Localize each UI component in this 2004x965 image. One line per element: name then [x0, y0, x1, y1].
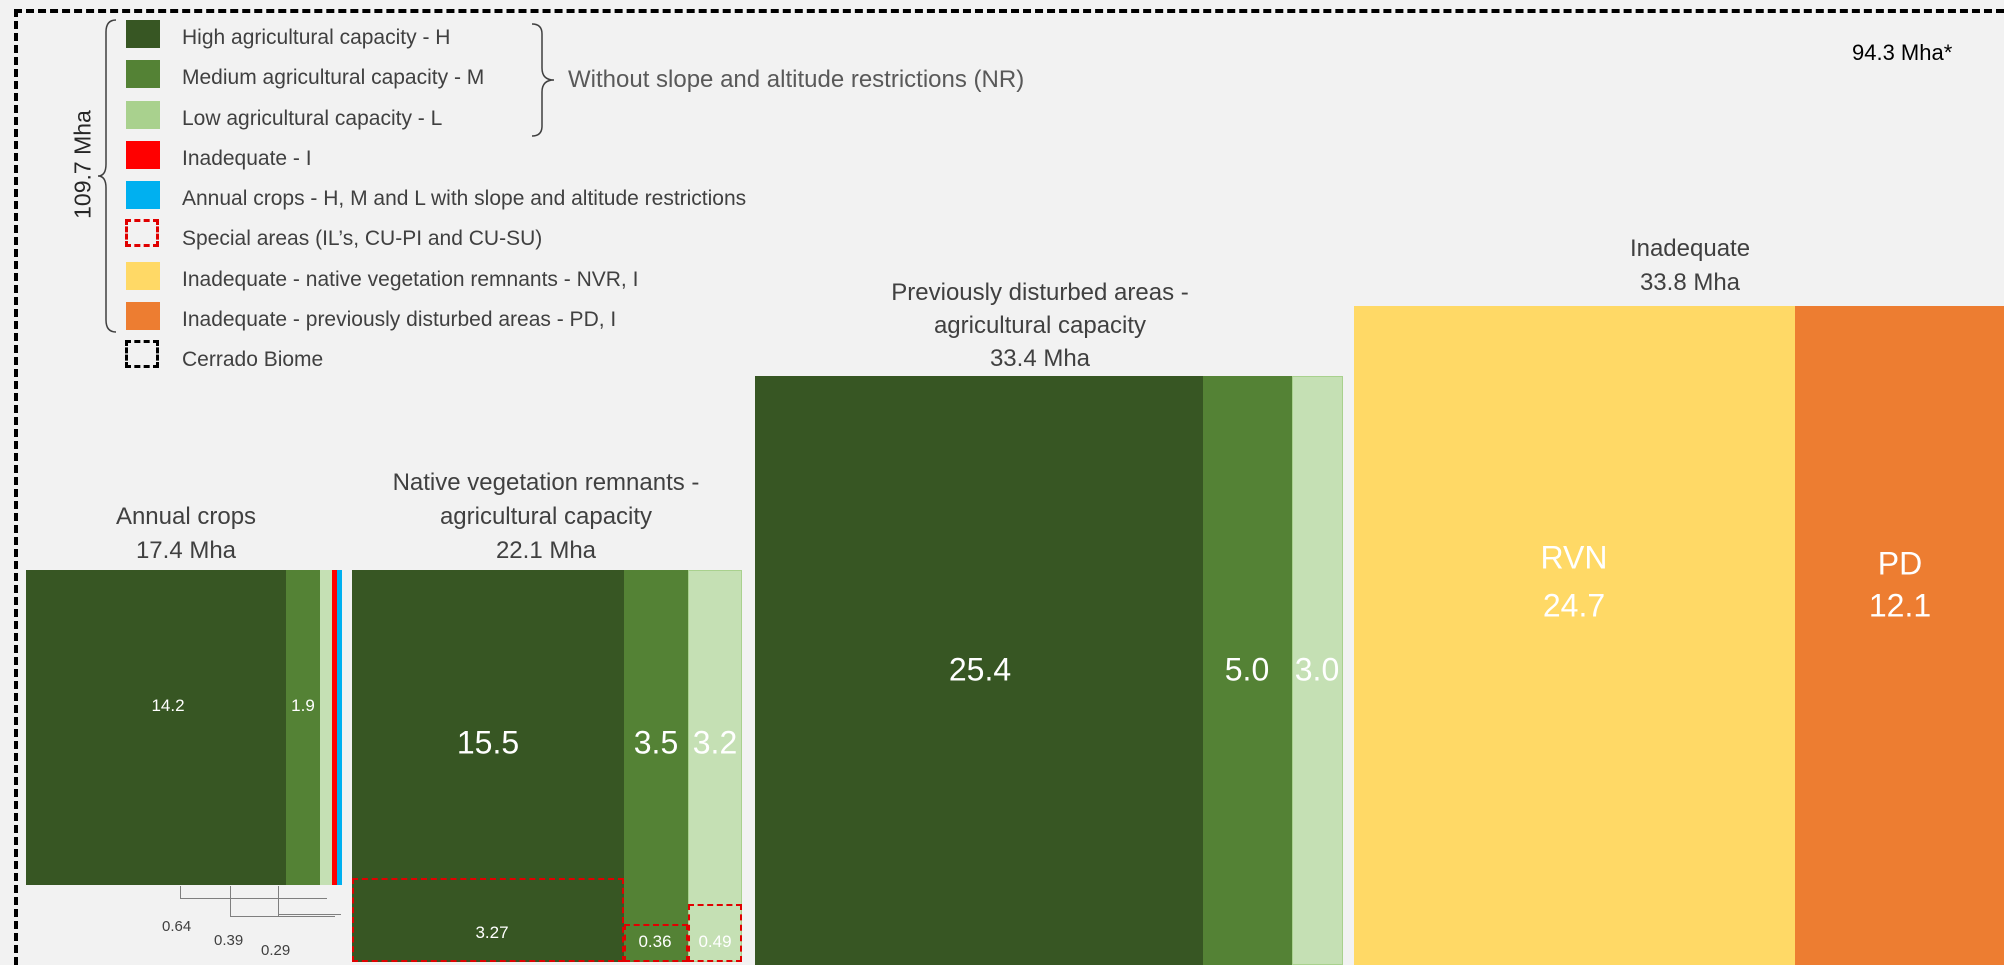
cerrado-biome-border-left: [14, 9, 18, 965]
annual-crops-restricted-block: [337, 570, 342, 885]
legend-item-label: Inadequate - previously disturbed areas …: [182, 308, 617, 331]
annual-crops-total: 17.4 Mha: [135, 537, 237, 564]
pd-low-block: [1292, 376, 1343, 965]
nvr-low-value: 3.2: [692, 724, 738, 761]
legend-item-label: Cerrado Biome: [182, 348, 324, 371]
annual-crops-small-value-1: 0.64: [162, 918, 192, 935]
cerrado-biome-border-top: [14, 9, 2004, 13]
leader-line: [180, 886, 327, 899]
annual-crops-medium-block: [286, 570, 320, 885]
annual-crops-small-value-2: 0.39: [214, 932, 244, 949]
nvr-special-area-low: [688, 904, 742, 962]
legend-item-label: Annual crops - H, M and L with slope and…: [182, 187, 747, 210]
inadequate-title: Inadequate: [1629, 235, 1751, 262]
pd-low-value: 3.0: [1294, 651, 1340, 688]
legend-item-label: Inadequate - I: [182, 147, 312, 170]
legend-swatch-inadequate: [126, 141, 160, 169]
nvr-low-block: [688, 570, 742, 962]
nvr-special-high-value: 3.27: [475, 923, 509, 942]
legend-swatch-pd-inadequate: [126, 302, 160, 330]
legend-swatch-cerrado-biome: [125, 340, 159, 368]
annual-crops-small-value-3: 0.29: [261, 942, 291, 959]
legend-total-brace: [97, 19, 117, 333]
inadequate-nvr-block: [1354, 306, 1795, 965]
pd-medium-value: 5.0: [1224, 651, 1270, 688]
nvr-special-low-value: 0.49: [698, 932, 732, 951]
annual-crops-medium-value: 1.9: [291, 696, 315, 715]
legend-swatch-special-areas: [125, 219, 159, 247]
annual-crops-inadequate-block: [332, 570, 337, 885]
annual-crops-title: Annual crops: [115, 503, 257, 530]
nvr-special-medium-value: 0.36: [638, 932, 672, 951]
legend-swatch-nvr-inadequate: [126, 262, 160, 290]
total-area-label: 94.3 Mha*: [1852, 40, 1953, 65]
leader-line: [230, 886, 335, 917]
pd-medium-block: [1203, 376, 1292, 965]
legend-item-label: Inadequate - native vegetation remnants …: [182, 268, 639, 291]
legend-swatch-low: [126, 101, 160, 129]
inadequate-nvr-value: 24.7: [1542, 587, 1606, 624]
annual-crops-high-value: 14.2: [151, 696, 185, 715]
nvr-high-value: 15.5: [456, 724, 520, 761]
nvr-medium-block: [624, 570, 688, 962]
pd-high-block: [755, 376, 1203, 965]
inadequate-pd-label: PD: [1877, 545, 1923, 582]
legend-item-label: Special areas (IL’s, CU-PI and CU-SU): [182, 227, 543, 250]
inadequate-nvr-label: RVN: [1540, 539, 1608, 576]
inadequate-total: 33.8 Mha: [1639, 269, 1741, 296]
nvr-medium-value: 3.5: [633, 724, 679, 761]
annual-crops-low-block: [320, 570, 332, 885]
legend-swatch-high: [126, 20, 160, 48]
legend-total-brace-label: 109.7 Mha: [69, 110, 96, 219]
legend-nr-brace: [531, 23, 555, 137]
legend-swatch-annual-restricted: [126, 181, 160, 209]
pd-high-value: 25.4: [948, 651, 1012, 688]
nvr-total: 22.1 Mha: [495, 537, 597, 564]
inadequate-pd-value: 12.1: [1868, 587, 1932, 624]
nvr-special-area-medium: [624, 924, 688, 962]
legend-nr-brace-label: Without slope and altitude restrictions …: [568, 66, 1025, 93]
nvr-special-area-high: [352, 878, 624, 962]
legend-swatch-medium: [126, 60, 160, 88]
legend-item-label: High agricultural capacity - H: [182, 26, 451, 49]
pd-title-line2: agricultural capacity: [933, 312, 1147, 339]
pd-title-line1: Previously disturbed areas -: [891, 279, 1189, 306]
legend-item-label: Low agricultural capacity - L: [182, 107, 443, 130]
legend-item-label: Medium agricultural capacity - M: [182, 66, 485, 89]
inadequate-pd-block: [1795, 306, 2004, 965]
leader-line: [278, 886, 341, 915]
nvr-high-block: [352, 570, 624, 962]
nvr-title-line2: agricultural capacity: [439, 503, 653, 530]
pd-total: 33.4 Mha: [989, 345, 1091, 372]
annual-crops-high-block: [26, 570, 286, 885]
nvr-title-line1: Native vegetation remnants -: [392, 469, 700, 496]
